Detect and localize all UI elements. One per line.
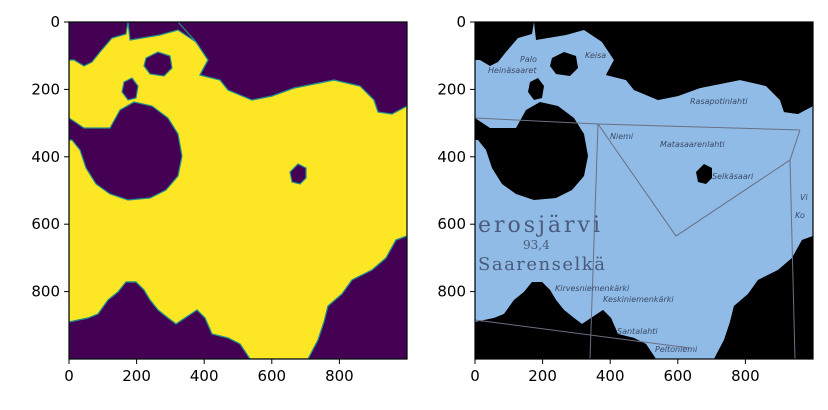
map-x-tick-label: 0	[470, 367, 480, 385]
map-label-vi: Vi	[800, 193, 808, 202]
mask-y-tick-label: 0	[50, 13, 60, 31]
map-label-peltoniemi: Peltoniemi	[655, 345, 698, 354]
map-y-tick-label: 0	[456, 13, 466, 31]
mask-x-tick-label: 200	[122, 367, 151, 385]
map-axes-frame	[474, 21, 814, 360]
mask-island-small-1	[121, 77, 139, 101]
mask-y-tick-label: 200	[31, 80, 60, 98]
map-y-tick-label: 400	[437, 148, 466, 166]
map-island-center	[696, 164, 712, 184]
map-x-tick-label: 600	[663, 367, 692, 385]
map-label-niemi: Niemi	[610, 132, 634, 141]
mask-island-center	[289, 163, 307, 185]
map-y-tick-label: 200	[437, 80, 466, 98]
map-axes-ticks: 0 200 400 600 800 0 200 400 600 800	[437, 13, 759, 385]
mask-x-tick-label: 400	[190, 367, 219, 385]
map-label-ko: Ko	[795, 211, 805, 220]
map-land-top-right	[584, 22, 813, 114]
map-island-small-1	[528, 78, 544, 100]
map-label-kirvesniemenkarki: Kirvesniemenkärki	[555, 284, 630, 293]
mask-axes-ticks: 0 200 400 600 800 0 200 400 600 800	[31, 13, 353, 385]
map-label-santalahti: Santalahti	[617, 327, 658, 336]
mask-axes-frame	[68, 21, 408, 360]
map-label-elevation: 93,4	[523, 238, 550, 252]
mask-x-tick-label: 800	[325, 367, 354, 385]
map-label-heinasaaret: Heinäsaaret	[488, 66, 537, 75]
map-x-tick-label: 800	[731, 367, 760, 385]
map-boundary-lines	[475, 117, 801, 359]
mask-island-small-2	[143, 51, 173, 77]
mask-image	[69, 22, 407, 359]
map-x-tick-label: 200	[528, 367, 557, 385]
mask-land-top-right	[177, 22, 407, 115]
map-panel: Heinäsaaret Palo Keisa Niemi Matasaarenl…	[437, 13, 814, 385]
map-land-bottom-right	[714, 236, 813, 359]
map-land-top-left	[475, 22, 534, 66]
map-image: Heinäsaaret Palo Keisa Niemi Matasaarenl…	[475, 22, 813, 359]
mask-land-left-lobe	[69, 101, 183, 201]
map-island-small-2	[550, 52, 578, 76]
map-label-keskiniemenkarki: Keskiniemenkärki	[603, 295, 674, 304]
map-label-keisala: Keisa	[585, 51, 606, 60]
mask-land-bottom-right	[307, 235, 407, 359]
mask-panel: 0 200 400 600 800 0 200 400 600 800	[31, 13, 408, 385]
map-land-bottom-left	[475, 282, 656, 359]
map-label-matasaarenlahti: Matasaarenlahti	[660, 140, 725, 149]
mask-x-tick-label: 0	[64, 367, 74, 385]
mask-x-tick-label: 600	[257, 367, 286, 385]
map-x-tick-label: 400	[596, 367, 625, 385]
mask-land-top-left	[69, 22, 129, 67]
mask-y-tick-label: 600	[31, 215, 60, 233]
map-label-paloniemi: Palo	[520, 55, 537, 64]
map-y-tick-label: 800	[437, 283, 466, 301]
map-label-basin-name: Saarenselkä	[478, 254, 606, 275]
mask-y-tick-label: 800	[31, 283, 60, 301]
mask-land-bottom-left	[69, 281, 251, 359]
map-label-lake-name: erosjärvi	[478, 213, 603, 238]
map-label-rasapohdanlahti: Rasapotinlahti	[690, 97, 748, 106]
map-y-tick-label: 600	[437, 215, 466, 233]
mask-y-tick-label: 400	[31, 148, 60, 166]
map-land-left-lobe	[475, 102, 588, 200]
map-label-selkasaari: Selkäsaari	[712, 172, 754, 181]
